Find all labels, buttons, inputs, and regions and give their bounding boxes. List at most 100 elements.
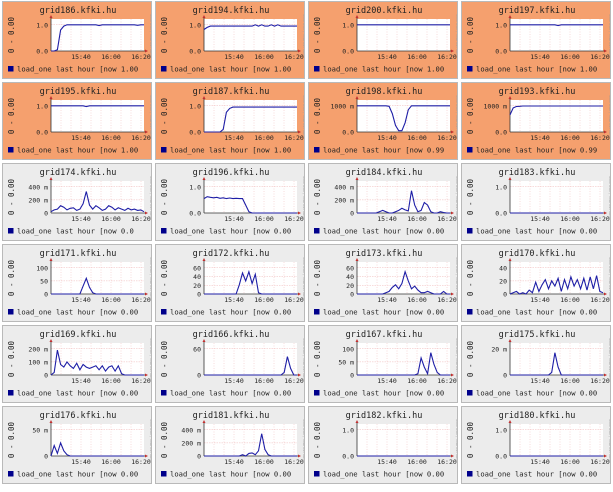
plot-area	[204, 181, 297, 213]
host-graph-grid167[interactable]: grid167.kfki.hu 0 - 0.00 RRDTOOL / TOBI OE…	[308, 325, 458, 403]
plot-area	[51, 19, 144, 51]
host-name: grid166.kfki.hu	[193, 330, 270, 340]
legend-swatch	[314, 228, 320, 234]
load-graph: grid183.kfki.hu 0 - 0.00 RRDTOOL / TOBI OE…	[466, 168, 610, 236]
y-tick-label: 0.0	[342, 453, 354, 461]
x-tick-label: 15:40	[377, 53, 397, 61]
y-tick-label: 0	[197, 291, 201, 299]
x-tick-label: 16:20	[284, 215, 304, 223]
legend-swatch	[467, 309, 473, 315]
x-tick-label: 15:40	[71, 296, 91, 304]
host-graph-grid200[interactable]: grid200.kfki.hu 0 - 0.00 RRDTOOL / TOBI OE…	[308, 1, 458, 79]
x-tick-label: 16:00	[407, 53, 427, 61]
load-one-series	[357, 190, 450, 214]
host-graph-grid176[interactable]: grid176.kfki.hu 0 - 0.00 RRDTOOL / TOBI OE…	[2, 406, 152, 484]
y-axis-label: 0 - 0.00	[160, 259, 169, 296]
rrdtool-watermark: RRDTOOL / TOBI OETIKER	[302, 338, 305, 381]
plot-area	[51, 181, 144, 213]
host-name: grid183.kfki.hu	[499, 168, 576, 178]
x-tick-label: 16:00	[254, 215, 274, 223]
host-name: grid198.kfki.hu	[346, 87, 423, 97]
y-axis-label: 0 - 0.00	[466, 421, 475, 458]
plot-area	[204, 100, 297, 132]
host-graph-grid175[interactable]: grid175.kfki.hu 0 - 0.00 RRDTOOL / TOBI OE…	[461, 325, 611, 403]
host-graph-grid173[interactable]: grid173.kfki.hu 0 - 0.00 RRDTOOL / TOBI OE…	[308, 244, 458, 322]
load-one-series	[510, 24, 603, 27]
x-tick-label: 16:20	[131, 296, 151, 304]
y-tick-label: 0.0	[495, 210, 507, 218]
y-tick-label: 20	[193, 282, 201, 290]
load-graph: grid172.kfki.hu 0 - 0.00 RRDTOOL / TOBI OE…	[160, 249, 305, 317]
host-graph-grid166[interactable]: grid166.kfki.hu 0 - 0.00 RRDTOOL / TOBI OE…	[155, 325, 305, 403]
host-graph-grid169[interactable]: grid169.kfki.hu 0 - 0.00 RRDTOOL / TOBI OE…	[2, 325, 152, 403]
x-tick-label: 16:20	[590, 134, 610, 142]
x-tick-label: 16:20	[590, 458, 610, 466]
y-tick-label: 0.0	[495, 48, 507, 56]
host-graph-grid197[interactable]: grid197.kfki.hu 0 - 0.00 RRDTOOL / TOBI OE…	[461, 1, 611, 79]
host-graph-grid198[interactable]: grid198.kfki.hu 0 - 0.00 RRDTOOL / TOBI OE…	[308, 82, 458, 160]
host-graph-grid180[interactable]: grid180.kfki.hu 0 - 0.00 RRDTOOL / TOBI OE…	[461, 406, 611, 484]
host-graph-grid171[interactable]: grid171.kfki.hu 0 - 0.00 RRDTOOL / TOBI OE…	[2, 244, 152, 322]
x-tick-label: 15:40	[530, 53, 550, 61]
host-name: grid173.kfki.hu	[346, 249, 423, 259]
legend-swatch	[161, 471, 167, 477]
x-tick-label: 16:20	[437, 458, 457, 466]
y-axis-label: 0 - 0.00	[466, 259, 475, 296]
y-axis-label: 0 - 0.00	[160, 421, 169, 458]
host-graph-grid172[interactable]: grid172.kfki.hu 0 - 0.00 RRDTOOL / TOBI OE…	[155, 244, 305, 322]
host-graph-grid186[interactable]: grid186.kfki.hu 0 - 0.00 RRDTOOL / TOBI OE…	[2, 1, 152, 79]
host-graph-grid184[interactable]: grid184.kfki.hu 0 - 0.00 RRDTOOL / TOBI OE…	[308, 163, 458, 241]
x-tick-label: 16:00	[101, 134, 121, 142]
legend-swatch	[161, 147, 167, 153]
x-tick-label: 16:00	[101, 215, 121, 223]
x-tick-label: 16:20	[590, 53, 610, 61]
x-tick-label: 16:00	[407, 296, 427, 304]
y-tick-label: 0	[503, 372, 507, 380]
host-graph-grid182[interactable]: grid182.kfki.hu 0 - 0.00 RRDTOOL / TOBI OE…	[308, 406, 458, 484]
load-graph: grid200.kfki.hu 0 - 0.00 RRDTOOL / TOBI OE…	[313, 6, 457, 74]
y-tick-label: 100 m	[28, 358, 48, 366]
y-tick-label: 100	[342, 345, 354, 353]
x-tick-label: 16:00	[101, 53, 121, 61]
host-name: grid187.kfki.hu	[193, 87, 270, 97]
load-graph: grid175.kfki.hu 0 - 0.00 RRDTOOL / TOBI OE…	[466, 330, 610, 398]
legend-swatch	[314, 390, 320, 396]
plot-area	[204, 343, 297, 375]
load-one-series	[203, 24, 297, 30]
legend-text: load_one last hour [now 0.00	[476, 308, 597, 317]
y-tick-label: 200 m	[181, 439, 201, 447]
host-graph-grid187[interactable]: grid187.kfki.hu 0 - 0.00 RRDTOOL / TOBI OE…	[155, 82, 305, 160]
x-tick-label: 16:00	[101, 296, 121, 304]
x-tick-label: 15:40	[71, 377, 91, 385]
host-name: grid182.kfki.hu	[346, 411, 423, 421]
x-tick-label: 16:00	[560, 458, 580, 466]
host-graph-grid183[interactable]: grid183.kfki.hu 0 - 0.00 RRDTOOL / TOBI OE…	[461, 163, 611, 241]
y-axis-label: 0 - 0.00	[313, 421, 322, 458]
y-tick-label: 20	[346, 282, 354, 290]
rrdtool-watermark: RRDTOOL / TOBI OETIKER	[302, 257, 305, 300]
legend-text: load_one last hour [now 1.00	[170, 65, 291, 74]
host-graph-grid174[interactable]: grid174.kfki.hu 0 - 0.00 RRDTOOL / TOBI OE…	[2, 163, 152, 241]
rrdtool-watermark: RRDTOOL / TOBI OETIKER	[149, 95, 152, 138]
load-graph: grid180.kfki.hu 0 - 0.00 RRDTOOL / TOBI OE…	[466, 411, 610, 479]
plot-area	[357, 343, 450, 375]
x-tick-label: 16:20	[284, 53, 304, 61]
load-graph: grid170.kfki.hu 0 - 0.00 RRDTOOL / TOBI OE…	[466, 249, 610, 317]
host-graph-grid195[interactable]: grid195.kfki.hu 0 - 0.00 RRDTOOL / TOBI OE…	[2, 82, 152, 160]
y-tick-label: 400 m	[28, 183, 48, 191]
host-name: grid170.kfki.hu	[499, 249, 576, 259]
legend-text: load_one last hour [now 0.00	[17, 389, 138, 398]
host-name: grid172.kfki.hu	[193, 249, 270, 259]
host-graph-grid194[interactable]: grid194.kfki.hu 0 - 0.00 RRDTOOL / TOBI OE…	[155, 1, 305, 79]
host-graph-grid193[interactable]: grid193.kfki.hu 0 - 0.00 RRDTOOL / TOBI OE…	[461, 82, 611, 160]
x-tick-label: 15:40	[530, 458, 550, 466]
load-one-series	[357, 269, 450, 295]
x-tick-label: 16:00	[254, 296, 274, 304]
legend-text: load_one last hour [now 0.00	[17, 470, 138, 479]
host-graph-grid181[interactable]: grid181.kfki.hu 0 - 0.00 RRDTOOL / TOBI OE…	[155, 406, 305, 484]
host-graph-grid170[interactable]: grid170.kfki.hu 0 - 0.00 RRDTOOL / TOBI OE…	[461, 244, 611, 322]
host-graph-grid196[interactable]: grid196.kfki.hu 0 - 0.00 RRDTOOL / TOBI OE…	[155, 163, 305, 241]
y-axis-label: 0 - 0.00	[7, 421, 16, 458]
legend-text: load_one last hour [now 1.00	[476, 65, 597, 74]
load-graph: grid166.kfki.hu 0 - 0.00 RRDTOOL / TOBI OE…	[160, 330, 305, 398]
